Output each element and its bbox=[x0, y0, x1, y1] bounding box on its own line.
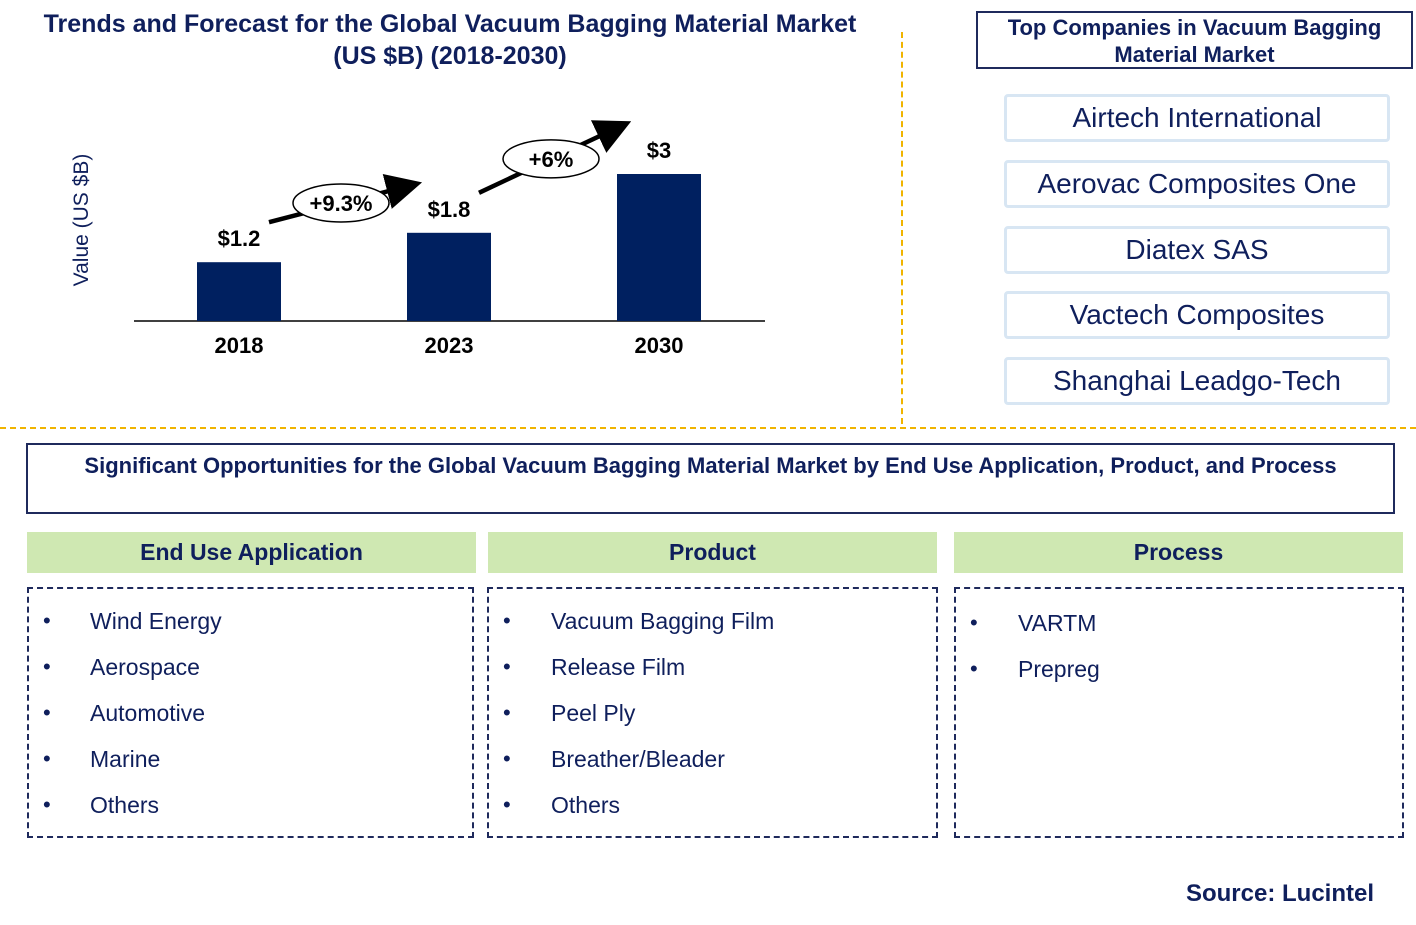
list-item: Others bbox=[551, 792, 621, 818]
list-item: Automotive bbox=[90, 700, 206, 726]
company-vactech: Vactech Composites bbox=[1004, 291, 1390, 339]
bar-chart: Value (US $B) $1.2 2018 $1.8 2023 $3 2030 +9.3… bbox=[70, 120, 765, 358]
bullet: • bbox=[970, 656, 978, 681]
growth-label-1: +9.3% bbox=[310, 191, 373, 216]
bar-2030 bbox=[617, 174, 701, 321]
bullet: • bbox=[503, 654, 511, 679]
list-item: Aerospace bbox=[90, 654, 200, 680]
data-label-2030: $3 bbox=[647, 138, 671, 163]
list-item: Marine bbox=[90, 746, 161, 772]
bar-2018 bbox=[197, 262, 281, 321]
list-item: VARTM bbox=[1018, 610, 1097, 636]
bullet: • bbox=[970, 610, 978, 635]
list-item: Vacuum Bagging Film bbox=[551, 608, 775, 634]
bullet: • bbox=[43, 746, 51, 771]
chart-title: Trends and Forecast for the Global Vacuu… bbox=[43, 10, 857, 70]
y-axis-label: Value (US $B) bbox=[70, 154, 93, 287]
opportunities-title: Significant Opportunities for the Global… bbox=[26, 443, 1395, 514]
x-tick-2030: 2030 bbox=[635, 333, 684, 358]
bullet: • bbox=[503, 700, 511, 725]
companies-title: Top Companies in Vacuum Bagging Material… bbox=[976, 11, 1413, 69]
list-item: Peel Ply bbox=[551, 700, 636, 726]
list-item: Breather/Bleader bbox=[551, 746, 725, 772]
growth-label-2: +6% bbox=[529, 147, 574, 172]
list-item: Wind Energy bbox=[90, 608, 222, 634]
bullet: • bbox=[43, 608, 51, 633]
company-diatex: Diatex SAS bbox=[1004, 226, 1390, 274]
growth-bubble-2 bbox=[502, 139, 600, 179]
data-label-2023: $1.8 bbox=[428, 197, 471, 222]
source-credit: Source: Lucintel bbox=[1185, 880, 1374, 907]
bullet: • bbox=[503, 746, 511, 771]
list-item: Release Film bbox=[551, 654, 686, 680]
bullet: • bbox=[43, 654, 51, 679]
company-shanghai-leadgo: Shanghai Leadgo-Tech bbox=[1004, 357, 1390, 405]
product-header: Product bbox=[488, 532, 937, 573]
bullet: • bbox=[43, 700, 51, 725]
bullet: • bbox=[43, 792, 51, 817]
process-header: Process bbox=[954, 532, 1403, 573]
data-label-2018: $1.2 bbox=[218, 226, 261, 251]
list-item: Others bbox=[90, 792, 160, 818]
x-tick-2018: 2018 bbox=[215, 333, 264, 358]
x-tick-2023: 2023 bbox=[425, 333, 474, 358]
bullet: • bbox=[503, 608, 511, 633]
end-use-list: • Wind Energy • Aerospace • Automotive •… bbox=[27, 587, 474, 838]
list-item: Prepreg bbox=[1018, 656, 1100, 682]
horizontal-separator bbox=[0, 427, 1416, 429]
vertical-separator bbox=[901, 32, 903, 424]
growth-bubble-1 bbox=[292, 183, 390, 223]
bar-2023 bbox=[407, 232, 491, 321]
company-aerovac: Aerovac Composites One bbox=[1004, 160, 1390, 208]
company-airtech: Airtech International bbox=[1004, 94, 1390, 142]
process-list: • VARTM • Prepreg bbox=[954, 587, 1404, 838]
end-use-header: End Use Application bbox=[27, 532, 476, 573]
bullet: • bbox=[503, 792, 511, 817]
product-list: • Vacuum Bagging Film • Release Film • P… bbox=[487, 587, 938, 838]
